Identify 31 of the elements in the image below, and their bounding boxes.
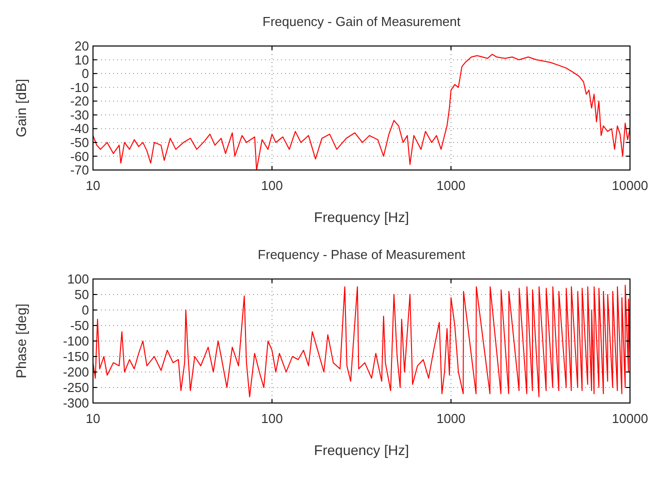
y-tick-label: -40 [70, 121, 89, 136]
y-tick-label: 0 [82, 302, 89, 318]
x-tick-label: 100 [261, 178, 283, 193]
x-tick-label: 1000 [436, 178, 466, 193]
y-tick-label: -200 [62, 364, 89, 380]
y-tick-label: 50 [74, 287, 89, 302]
y-tick-label: 10 [74, 52, 89, 68]
y-tick-label: -70 [70, 162, 89, 178]
x-tick-label: 100 [261, 411, 283, 426]
x-tick-label: 10000 [612, 411, 648, 426]
y-tick-label: -150 [62, 349, 89, 364]
y-tick-label: -10 [70, 80, 89, 95]
y-tick-label: -50 [70, 318, 89, 334]
y-tick-label: -250 [62, 380, 89, 396]
x-axis-title: Frequency [Hz] [314, 209, 409, 225]
y-tick-label: -30 [70, 107, 89, 122]
x-axis-title: Frequency [Hz] [314, 442, 409, 458]
y-tick-label: 100 [67, 272, 89, 287]
y-axis-title: Gain [dB] [13, 78, 29, 138]
chart-title: Frequency - Phase of Measurement [258, 247, 466, 262]
y-tick-label: -60 [70, 148, 89, 164]
y-axis-title: Phase [deg] [13, 304, 29, 378]
y-tick-label: -300 [62, 396, 89, 411]
chart-title: Frequency - Gain of Measurement [262, 14, 461, 29]
x-tick-label: 1000 [436, 411, 466, 426]
y-tick-label: -100 [62, 334, 89, 349]
x-tick-label: 10000 [612, 178, 648, 193]
y-tick-label: 0 [82, 66, 89, 82]
y-tick-label: -20 [70, 94, 89, 109]
y-tick-label: 20 [74, 38, 89, 54]
y-tick-label: -50 [70, 134, 89, 150]
